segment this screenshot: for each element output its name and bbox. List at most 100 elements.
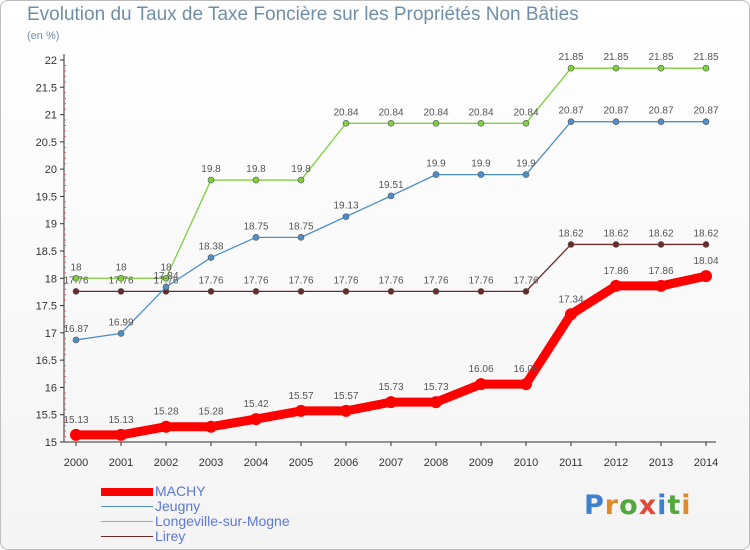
data-point[interactable] <box>432 120 440 127</box>
data-point[interactable] <box>522 171 530 178</box>
data-label: 15.42 <box>243 399 268 410</box>
data-point[interactable] <box>567 64 575 72</box>
data-label: 17.76 <box>423 275 448 286</box>
data-point[interactable] <box>477 120 485 127</box>
data-label: 20.84 <box>333 107 358 118</box>
data-point[interactable] <box>117 274 125 282</box>
data-point[interactable] <box>342 288 350 295</box>
legend-item-longeville-sur-mogne[interactable]: Longeville-sur-Mogne <box>101 514 290 529</box>
data-point[interactable] <box>657 64 665 72</box>
data-point[interactable] <box>657 118 665 125</box>
data-point[interactable] <box>612 118 620 125</box>
data-point[interactable] <box>567 241 575 248</box>
data-point[interactable] <box>520 378 532 391</box>
data-label: 18.62 <box>693 228 718 239</box>
data-point[interactable] <box>162 274 170 282</box>
data-point[interactable] <box>432 171 440 178</box>
chart-axes: 15 15.5 16 16.5 17 17.5 18 18.5 19 19.5 20 20.5 21 21… <box>36 54 718 469</box>
data-point[interactable] <box>252 288 260 295</box>
data-point[interactable] <box>477 288 485 295</box>
data-point[interactable] <box>207 176 215 184</box>
data-point[interactable] <box>160 420 172 433</box>
data-label: 17.76 <box>513 275 538 286</box>
data-label: 20.87 <box>603 106 628 117</box>
data-point[interactable] <box>702 241 710 248</box>
data-point[interactable] <box>612 241 620 248</box>
data-label: 19.9 <box>516 159 536 170</box>
data-label: 16.99 <box>108 317 133 328</box>
data-point[interactable] <box>567 118 575 125</box>
data-point[interactable] <box>72 288 80 295</box>
data-label: 20.87 <box>648 106 673 117</box>
data-point[interactable] <box>700 270 712 283</box>
x-tick-label: 2010 <box>514 457 538 469</box>
data-point[interactable] <box>387 192 395 200</box>
data-point[interactable] <box>340 404 352 417</box>
data-point[interactable] <box>72 274 80 282</box>
data-point[interactable] <box>657 241 665 248</box>
data-point[interactable] <box>70 428 82 441</box>
data-point[interactable] <box>295 404 307 417</box>
chart-unit-label: (en %) <box>27 30 60 42</box>
data-point[interactable] <box>250 413 262 426</box>
legend-swatch <box>101 521 153 522</box>
y-tick-label: 21 <box>45 110 57 122</box>
legend-item-machy[interactable]: MACHY <box>101 484 290 499</box>
data-point[interactable] <box>612 64 620 72</box>
data-point[interactable] <box>205 420 217 433</box>
data-point[interactable] <box>115 428 127 441</box>
data-label: 17.76 <box>333 275 358 286</box>
legend-item-lirey[interactable]: Lirey <box>101 529 290 544</box>
y-tick-label: 20 <box>45 164 57 176</box>
data-point[interactable] <box>522 288 530 295</box>
data-point[interactable] <box>477 171 485 178</box>
data-point[interactable] <box>702 64 710 72</box>
data-label: 15.13 <box>63 415 88 426</box>
data-point[interactable] <box>252 176 260 184</box>
data-label: 17.76 <box>468 275 493 286</box>
data-label: 17.76 <box>63 275 88 286</box>
data-point[interactable] <box>610 279 622 292</box>
data-point[interactable] <box>297 234 305 241</box>
data-label: 15.73 <box>423 382 448 393</box>
data-point[interactable] <box>342 213 350 220</box>
data-point[interactable] <box>72 336 80 344</box>
y-tick-label: 22 <box>45 55 57 67</box>
x-tick-label: 2008 <box>424 457 448 469</box>
legend: MACHY Jeugny Longeville-sur-Mogne Lirey <box>101 484 290 544</box>
data-point[interactable] <box>387 288 395 295</box>
data-point[interactable] <box>432 288 440 295</box>
data-point[interactable] <box>207 288 215 295</box>
data-point[interactable] <box>522 120 530 127</box>
data-label: 20.84 <box>423 107 448 118</box>
data-label: 19.9 <box>471 159 491 170</box>
data-label: 15.57 <box>288 391 313 402</box>
data-point[interactable] <box>385 396 397 409</box>
data-label: 20.84 <box>468 107 493 118</box>
data-point[interactable] <box>297 288 305 295</box>
data-label: 19.9 <box>426 159 446 170</box>
data-label: 18.62 <box>558 228 583 239</box>
data-point[interactable] <box>702 118 710 125</box>
data-label: 17.34 <box>558 294 583 305</box>
y-tick-label: 15.5 <box>36 410 57 422</box>
legend-item-jeugny[interactable]: Jeugny <box>101 499 290 514</box>
data-point[interactable] <box>207 254 215 261</box>
data-point[interactable] <box>117 288 125 295</box>
data-point[interactable] <box>387 120 395 127</box>
data-point[interactable] <box>297 176 305 184</box>
y-tick-label: 17.5 <box>36 301 57 313</box>
data-point[interactable] <box>565 308 577 321</box>
data-point[interactable] <box>342 120 350 127</box>
data-label: 16.87 <box>63 324 88 335</box>
data-point[interactable] <box>655 279 667 292</box>
data-point[interactable] <box>475 378 487 391</box>
data-label: 21.85 <box>558 52 583 63</box>
x-tick-label: 2006 <box>334 457 358 469</box>
data-point[interactable] <box>162 283 170 291</box>
data-point[interactable] <box>252 234 260 241</box>
data-label: 17.76 <box>198 275 223 286</box>
data-point[interactable] <box>117 330 125 337</box>
data-point[interactable] <box>430 396 442 409</box>
legend-swatch <box>101 506 153 507</box>
